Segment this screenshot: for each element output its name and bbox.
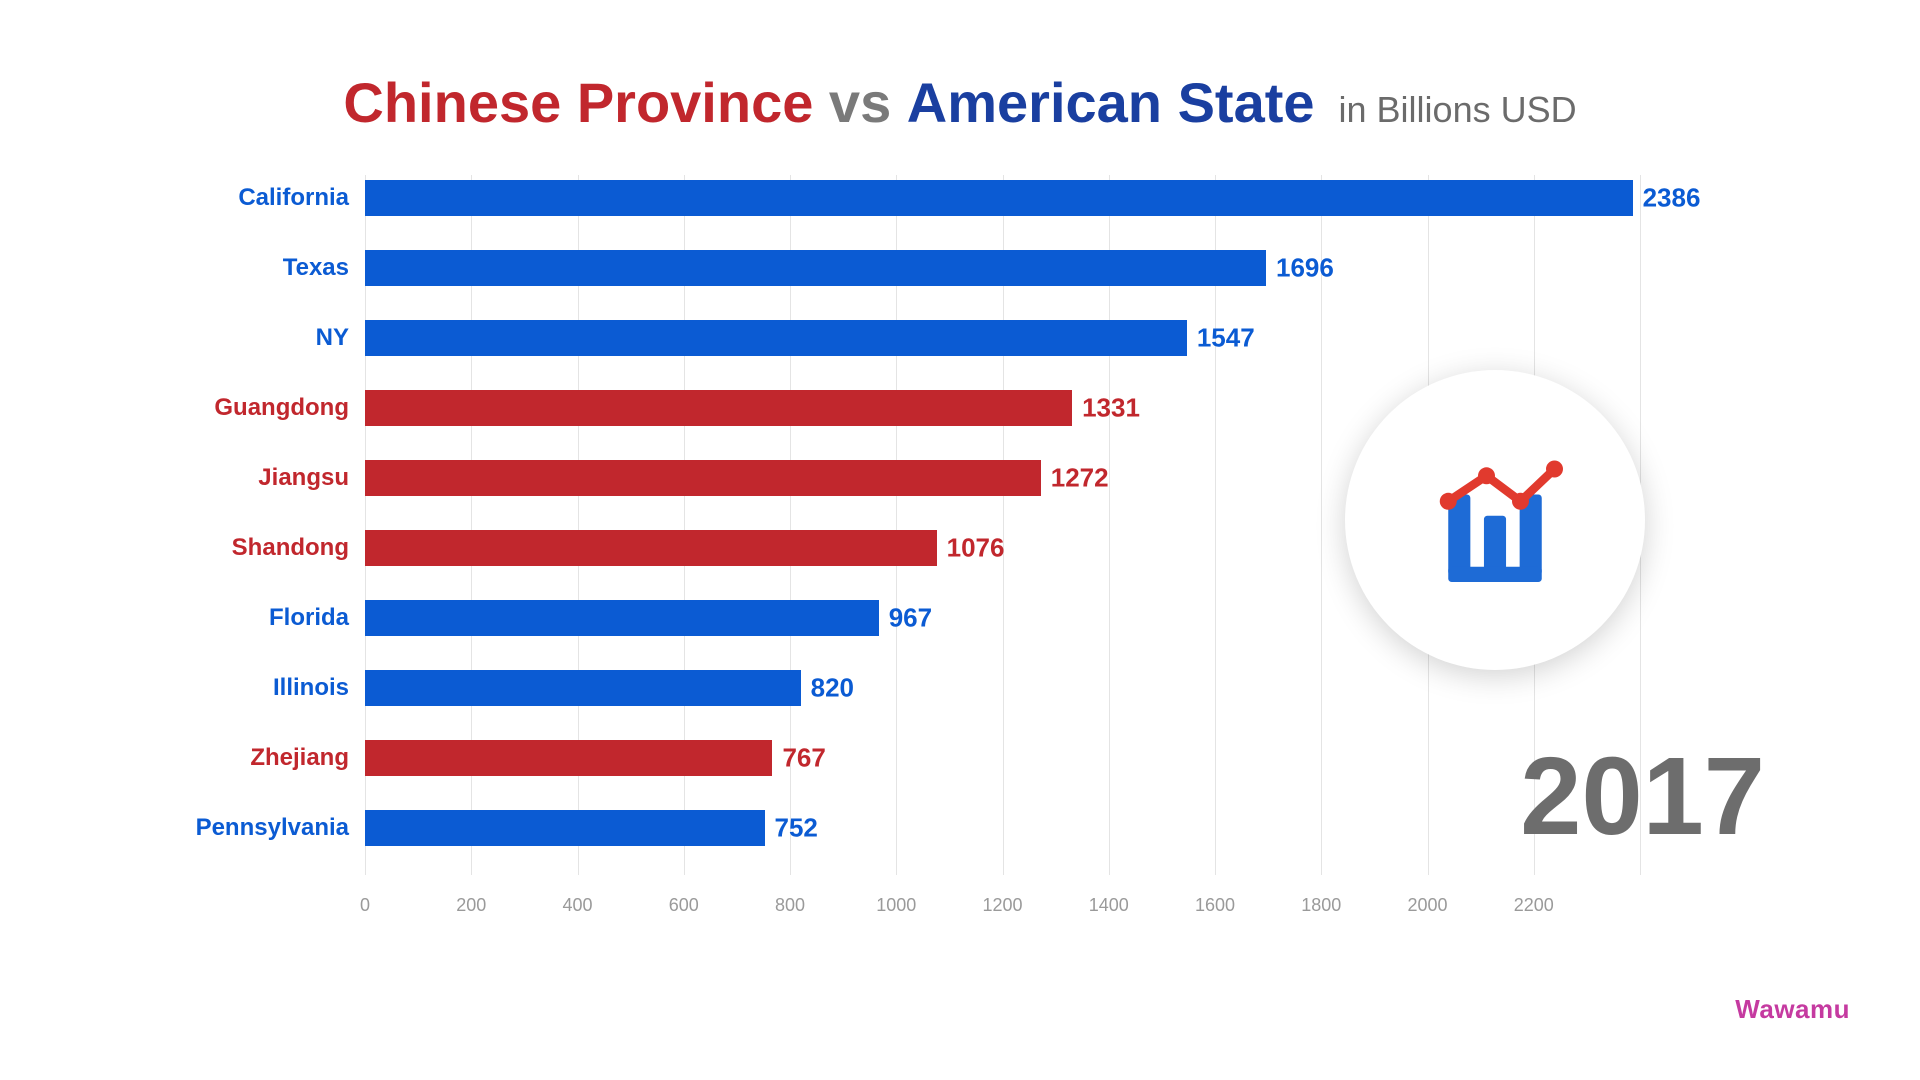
year-label: 2017 bbox=[1520, 733, 1765, 860]
x-tick: 1600 bbox=[1195, 895, 1235, 916]
x-tick: 1200 bbox=[982, 895, 1022, 916]
logo-badge bbox=[1345, 370, 1645, 670]
x-tick: 1400 bbox=[1089, 895, 1129, 916]
category-label: Florida bbox=[269, 604, 365, 632]
bar bbox=[365, 390, 1072, 426]
chart-title: Chinese Province vs American State in Bil… bbox=[0, 70, 1920, 135]
x-tick: 2000 bbox=[1407, 895, 1447, 916]
bar bbox=[365, 530, 937, 566]
bar bbox=[365, 810, 765, 846]
category-label: Texas bbox=[283, 254, 365, 282]
category-label: Zhejiang bbox=[250, 744, 365, 772]
x-tick: 200 bbox=[456, 895, 486, 916]
value-label: 752 bbox=[765, 813, 818, 844]
bar-row: California2386 bbox=[365, 180, 1640, 216]
bar bbox=[365, 460, 1041, 496]
category-label: Illinois bbox=[273, 674, 365, 702]
category-label: Pennsylvania bbox=[196, 814, 365, 842]
value-label: 1696 bbox=[1266, 253, 1334, 284]
x-tick: 400 bbox=[562, 895, 592, 916]
value-label: 820 bbox=[801, 673, 854, 704]
bar-row: Zhejiang767 bbox=[365, 740, 1640, 776]
category-label: NY bbox=[316, 324, 365, 352]
category-label: California bbox=[238, 184, 365, 212]
category-label: Guangdong bbox=[214, 394, 365, 422]
value-label: 2386 bbox=[1633, 183, 1701, 214]
value-label: 1547 bbox=[1187, 323, 1255, 354]
bar bbox=[365, 600, 879, 636]
bar-row: NY1547 bbox=[365, 320, 1640, 356]
value-label: 1272 bbox=[1041, 463, 1109, 494]
category-label: Jiangsu bbox=[258, 464, 365, 492]
x-tick: 1800 bbox=[1301, 895, 1341, 916]
x-tick: 2200 bbox=[1514, 895, 1554, 916]
value-label: 1076 bbox=[937, 533, 1005, 564]
value-label: 1331 bbox=[1072, 393, 1140, 424]
bar bbox=[365, 250, 1266, 286]
category-label: Shandong bbox=[232, 534, 365, 562]
value-label: 767 bbox=[772, 743, 825, 774]
title-unit: in Billions USD bbox=[1339, 89, 1577, 130]
title-american: American State bbox=[907, 71, 1315, 134]
x-tick: 0 bbox=[360, 895, 370, 916]
title-chinese: Chinese Province bbox=[343, 71, 813, 134]
brand-watermark: Wawamu bbox=[1735, 994, 1850, 1025]
x-tick: 1000 bbox=[876, 895, 916, 916]
value-label: 967 bbox=[879, 603, 932, 634]
title-vs: vs bbox=[813, 71, 906, 134]
bar-row: Texas1696 bbox=[365, 250, 1640, 286]
wawamu-logo-icon bbox=[1410, 435, 1580, 605]
x-tick: 800 bbox=[775, 895, 805, 916]
x-tick: 600 bbox=[669, 895, 699, 916]
bar-row: Pennsylvania752 bbox=[365, 810, 1640, 846]
bar bbox=[365, 740, 772, 776]
bar bbox=[365, 670, 801, 706]
bar-row: Illinois820 bbox=[365, 670, 1640, 706]
bar bbox=[365, 320, 1187, 356]
stage: Chinese Province vs American State in Bil… bbox=[0, 0, 1920, 1080]
bar bbox=[365, 180, 1633, 216]
